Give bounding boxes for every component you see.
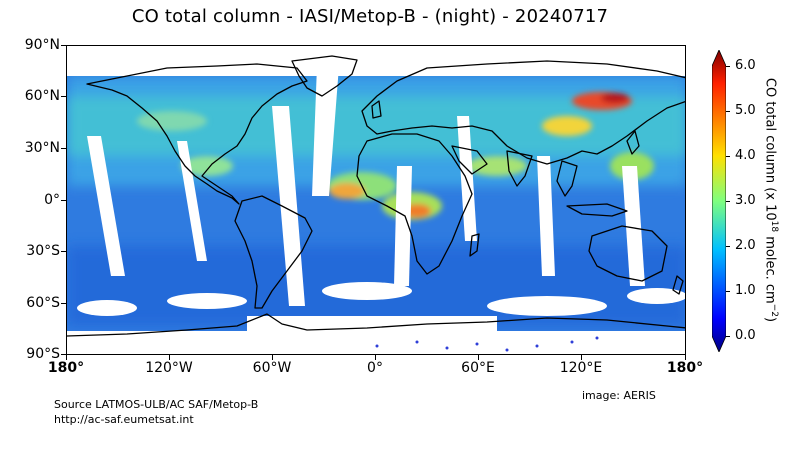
colorbar-tick-mark — [726, 246, 730, 247]
x-tick-mark — [478, 355, 479, 360]
co-map-panel[interactable] — [66, 45, 686, 355]
colorbar-tick-mark — [726, 201, 730, 202]
colorbar-tick-mark — [726, 66, 730, 67]
y-tick-mark — [61, 354, 66, 355]
x-tick-label: 0° — [367, 360, 383, 376]
image-credit: image: AERIS — [582, 389, 656, 402]
coastlines — [67, 55, 685, 337]
colorbar-title: CO total column (x 1018 molec. cm−2) — [761, 50, 779, 350]
colorbar-tick-mark — [726, 291, 730, 292]
x-tick-mark — [685, 355, 686, 360]
coastline-eurasia — [361, 60, 685, 165]
y-tick-label: 60°S — [26, 295, 60, 311]
colorbar-tick-label: 4.0 — [735, 148, 756, 163]
source-url[interactable]: http://ac-saf.eumetsat.int — [54, 413, 194, 426]
x-tick-label: 180° — [47, 360, 85, 376]
y-tick-label: 60°N — [24, 88, 60, 104]
x-tick-mark — [272, 355, 273, 360]
coastline-greenland — [291, 55, 358, 97]
x-tick-label: 60°E — [461, 360, 495, 376]
y-tick-label: 90°S — [26, 346, 60, 362]
colorbar — [712, 50, 726, 352]
map-title: CO total column - IASI/Metop-B - (night)… — [131, 6, 609, 27]
colorbar-tick-label: 6.0 — [735, 58, 756, 73]
colorbar-tick-label: 5.0 — [735, 103, 756, 118]
colorbar-tick-mark — [726, 156, 730, 157]
coastline-uk — [371, 100, 382, 119]
colorbar-tick-label: 1.0 — [735, 283, 756, 298]
coastline-new-zealand — [672, 275, 684, 295]
colorbar-title-close: ) — [762, 316, 778, 323]
y-tick-label: 90°N — [24, 37, 60, 53]
coastline-africa — [356, 133, 473, 275]
y-tick-mark — [61, 200, 66, 201]
source-credit: Source LATMOS-ULB/AC SAF/Metop-B — [54, 398, 259, 411]
y-tick-label: 30°S — [26, 243, 60, 259]
x-tick-mark — [66, 355, 67, 360]
x-tick-label: 60°W — [252, 360, 292, 376]
y-tick-mark — [61, 45, 66, 46]
colorbar-tick-label: 0.0 — [735, 328, 756, 343]
colorbar-tick-label: 2.0 — [735, 238, 756, 253]
x-tick-label: 180° — [666, 360, 704, 376]
coastline-southeast-asia — [556, 160, 578, 197]
coastline-antarctica — [67, 313, 685, 337]
y-tick-label: 30°N — [24, 140, 60, 156]
colorbar-tick-label: 3.0 — [735, 193, 756, 208]
colorbar-title-main: CO total column (x 10 — [762, 77, 778, 221]
coastline-madagascar — [469, 233, 480, 257]
x-tick-mark — [375, 355, 376, 360]
coastline-north-america — [86, 63, 308, 205]
x-tick-label: 120°W — [145, 360, 193, 376]
no-data-areas — [67, 46, 685, 354]
colorbar-title-unit: molec. cm — [762, 232, 778, 304]
y-tick-mark — [61, 148, 66, 149]
coastline-india — [506, 150, 533, 187]
x-tick-mark — [581, 355, 582, 360]
coastline-south-america — [234, 195, 313, 309]
x-tick-label: 120°E — [559, 360, 603, 376]
coastline-japan — [626, 130, 640, 155]
y-tick-mark — [61, 96, 66, 97]
y-tick-label: 0° — [44, 192, 60, 208]
coastline-australia — [588, 225, 668, 282]
colorbar-title-exponent: 18 — [769, 220, 779, 233]
coastline-indonesia — [566, 203, 628, 217]
y-tick-mark — [61, 251, 66, 252]
colorbar-tick-mark — [726, 336, 730, 337]
y-tick-mark — [61, 303, 66, 304]
antarctic-measurements — [375, 336, 599, 352]
colorbar-tick-mark — [726, 111, 730, 112]
coastline-arabia — [451, 145, 488, 175]
x-tick-mark — [169, 355, 170, 360]
colorbar-gradient — [712, 50, 726, 352]
co-map-canvas — [67, 46, 685, 354]
colorbar-title-unit-exponent: −2 — [769, 303, 779, 317]
